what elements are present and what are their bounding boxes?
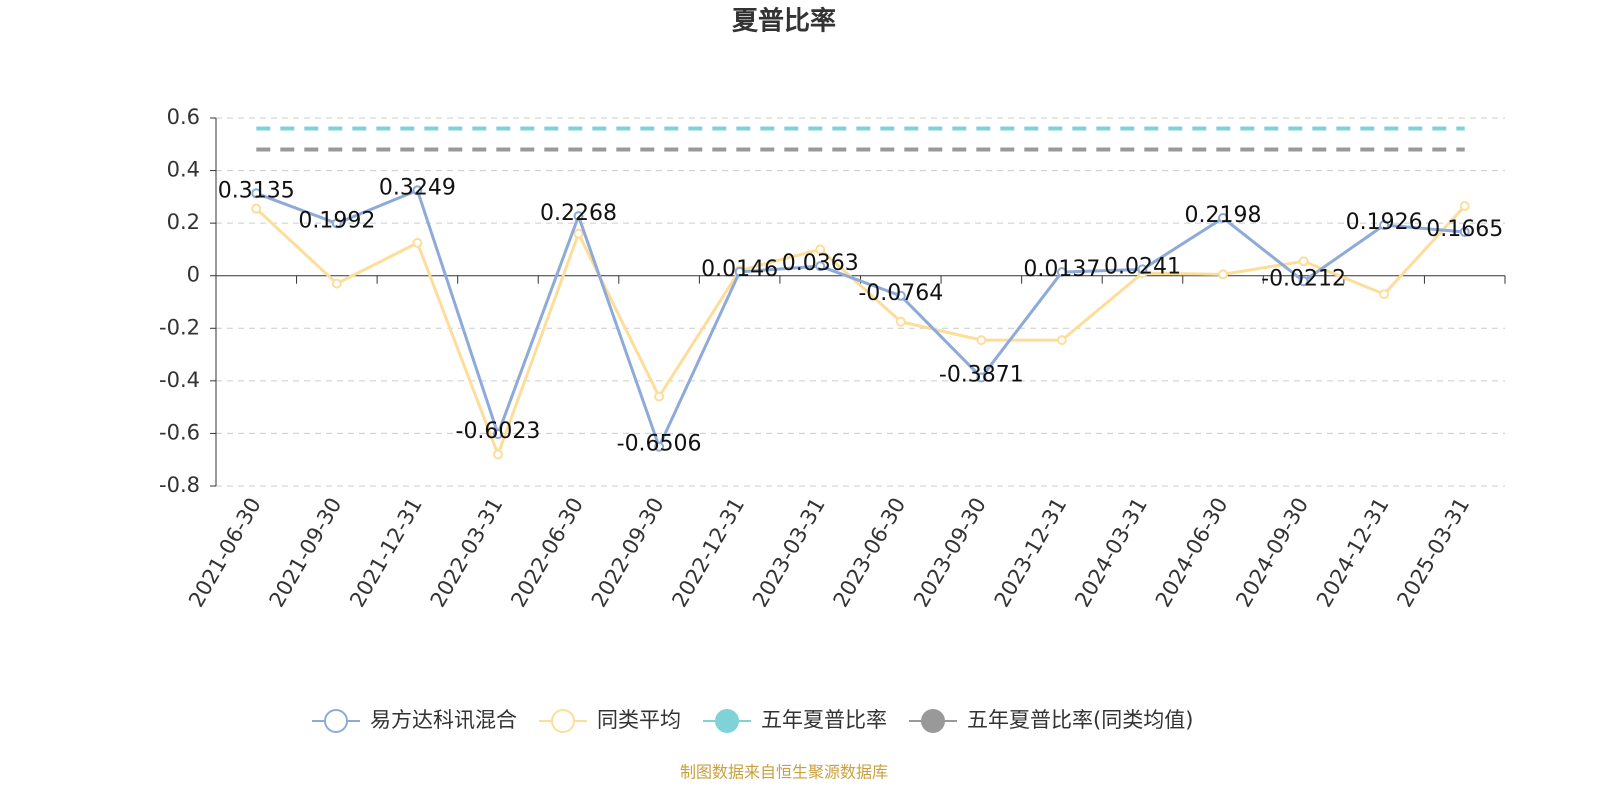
chart-title: 夏普比率 — [732, 6, 836, 37]
point — [1298, 256, 1309, 267]
y-tick-label: -0.8 — [159, 473, 200, 497]
y-tick-label: 0.2 — [167, 210, 200, 234]
x-tick-label: 2024-09-30 — [1231, 494, 1313, 612]
point — [976, 335, 987, 346]
x-tick-label: 2022-12-31 — [667, 494, 749, 612]
point — [815, 244, 826, 255]
data-label: 0.1992 — [298, 208, 375, 233]
y-tick-label: 0.6 — [167, 105, 200, 129]
x-tick-label: 2021-09-30 — [265, 494, 347, 612]
legend-label: 易方达科讯混合 — [370, 708, 517, 732]
data-label: -0.6506 — [617, 432, 702, 457]
x-tick-label: 2022-09-30 — [587, 494, 669, 612]
data-label: 0.0146 — [701, 257, 778, 282]
data-label: 0.1926 — [1346, 210, 1423, 235]
point — [331, 218, 342, 229]
legend-marker — [324, 709, 348, 733]
data-label: 0.0137 — [1023, 257, 1100, 282]
point — [654, 391, 665, 402]
point — [412, 185, 423, 196]
x-tick-label: 2024-06-30 — [1151, 494, 1233, 612]
point — [1218, 212, 1229, 223]
point — [654, 441, 665, 452]
series-line — [255, 205, 1466, 459]
legend-marker — [551, 709, 575, 733]
legend-label: 五年夏普比率 — [761, 708, 887, 732]
point — [1379, 289, 1390, 300]
point — [331, 278, 342, 289]
x-tick-label: 2022-06-30 — [506, 494, 588, 612]
y-tick-label: -0.2 — [159, 315, 200, 339]
x-tick-label: 2023-12-31 — [990, 494, 1072, 612]
legend-label: 五年夏普比率(同类均值) — [967, 708, 1193, 732]
data-label: -0.0764 — [858, 281, 943, 306]
point — [251, 203, 262, 214]
data-label: 0.0241 — [1104, 254, 1181, 279]
point — [1298, 276, 1309, 287]
point — [251, 188, 262, 199]
point — [492, 429, 503, 440]
legend-marker — [715, 709, 739, 733]
data-label: 0.3249 — [379, 175, 456, 200]
point — [1218, 269, 1229, 280]
point — [1459, 201, 1470, 212]
point — [412, 237, 423, 248]
x-tick-label: 2023-06-30 — [828, 494, 910, 612]
x-tick-label: 2022-03-31 — [426, 494, 508, 612]
point — [573, 211, 584, 222]
point — [1379, 220, 1390, 231]
data-label: -0.3871 — [939, 362, 1024, 387]
data-label: 0.1665 — [1426, 217, 1503, 242]
point — [573, 228, 584, 239]
point — [815, 261, 826, 272]
legend-label: 同类平均 — [597, 708, 681, 732]
point — [492, 449, 503, 460]
y-tick-label: -0.4 — [159, 368, 200, 392]
y-tick-label: 0 — [187, 263, 200, 287]
legend-marker — [921, 709, 945, 733]
x-tick-label: 2023-03-31 — [748, 494, 830, 612]
point — [895, 290, 906, 301]
x-tick-label: 2024-12-31 — [1312, 494, 1394, 612]
legend: 易方达科讯混合 同类平均 五年夏普比率 五年夏普比率(同类均值) — [312, 708, 1193, 733]
data-label: 0.2198 — [1185, 203, 1262, 228]
y-tick-label: -0.6 — [159, 420, 200, 444]
data-label: 0.2268 — [540, 201, 617, 226]
x-tick-label: 2025-03-31 — [1392, 494, 1474, 612]
point — [1056, 335, 1067, 346]
data-label: -0.0212 — [1261, 266, 1346, 291]
y-tick-label: 0.4 — [167, 158, 200, 182]
x-tick-label: 2021-12-31 — [345, 494, 427, 612]
x-tick-label: 2023-09-30 — [909, 494, 991, 612]
point — [1137, 264, 1148, 275]
point — [976, 372, 987, 383]
x-tick-label: 2021-06-30 — [184, 494, 266, 612]
x-tick-label: 2024-03-31 — [1070, 494, 1152, 612]
source-note: 制图数据来自恒生聚源数据库 — [680, 763, 888, 782]
point — [1056, 267, 1067, 278]
point — [895, 316, 906, 327]
series-line — [255, 188, 1465, 451]
data-label: 0.0363 — [782, 251, 859, 276]
data-label: -0.6023 — [456, 419, 541, 444]
data-label: 0.3135 — [218, 178, 295, 203]
point — [1459, 226, 1470, 237]
point — [734, 266, 745, 277]
